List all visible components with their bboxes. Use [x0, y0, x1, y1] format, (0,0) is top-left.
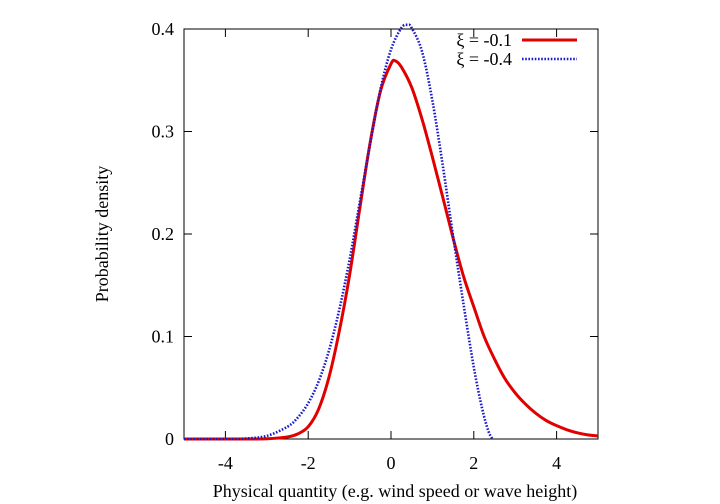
- x-tick-label: 4: [552, 453, 561, 473]
- axes: -4 -2 0 2 4 0 0.1 0.2 0.3 0.4: [152, 19, 599, 473]
- y-tick-label: 0.1: [152, 327, 175, 347]
- x-tick-label: -2: [301, 453, 316, 473]
- x-tick-label: 2: [469, 453, 478, 473]
- y-tick-label: 0.2: [152, 224, 175, 244]
- y-tick-label: 0: [165, 429, 174, 449]
- x-tick-label: -4: [218, 453, 233, 473]
- legend: ξ = -0.1ξ = -0.4: [456, 30, 577, 69]
- series-line-2: [184, 23, 494, 441]
- y-tick-label: 0.4: [152, 19, 175, 39]
- y-tick-label: 0.3: [152, 122, 175, 142]
- plot-frame: [183, 28, 599, 440]
- legend-label-2: ξ = -0.4: [456, 49, 512, 69]
- y-axis-label: Probability density: [92, 166, 112, 303]
- series-group: [184, 23, 599, 441]
- legend-label-1: ξ = -0.1: [456, 30, 512, 50]
- x-axis-label: Physical quantity (e.g. wind speed or wa…: [213, 481, 577, 502]
- series-line-1: [184, 58, 599, 441]
- x-tick-label: 0: [387, 453, 396, 473]
